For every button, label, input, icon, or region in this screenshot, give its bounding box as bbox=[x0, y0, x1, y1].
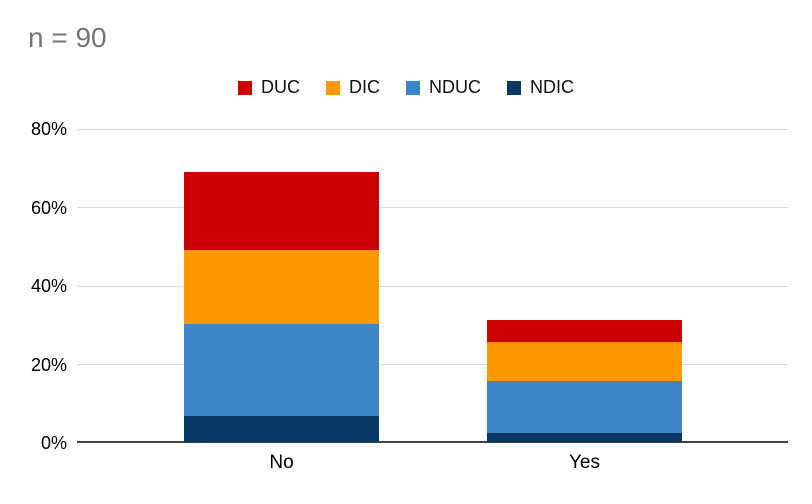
legend-label: NDIC bbox=[530, 77, 574, 97]
x-axis-line bbox=[77, 441, 788, 443]
bar-segment-yes-duc bbox=[487, 319, 682, 342]
legend-item-dic: DIC bbox=[326, 77, 380, 98]
bar-segment-yes-nduc bbox=[487, 381, 682, 434]
gridline-20% bbox=[77, 364, 788, 365]
sample-size-annotation: n = 90 bbox=[28, 22, 107, 53]
gridline-60% bbox=[77, 207, 788, 208]
bar-segment-no-nduc bbox=[184, 324, 379, 416]
legend-swatch-icon bbox=[507, 80, 521, 95]
y-axis-tick-label: 60% bbox=[30, 197, 67, 218]
legend-label: NDUC bbox=[429, 77, 481, 97]
legend-swatch-icon bbox=[238, 80, 252, 95]
legend-item-duc: DUC bbox=[238, 77, 300, 98]
legend-swatch-icon bbox=[326, 80, 340, 95]
legend-label: DUC bbox=[261, 77, 300, 97]
y-axis-tick-label: 0% bbox=[40, 433, 67, 453]
legend: DUC DIC NDUC NDIC bbox=[0, 77, 812, 98]
y-axis-tick-label: 80% bbox=[30, 119, 67, 139]
gridline-80% bbox=[77, 128, 788, 130]
bar-segment-yes-ndic bbox=[487, 433, 682, 442]
y-axis-tick-label: 40% bbox=[30, 276, 67, 296]
x-axis-category-label: Yes bbox=[569, 452, 600, 473]
bar-segment-no-ndic bbox=[184, 415, 379, 442]
legend-item-ndic: NDIC bbox=[507, 77, 574, 98]
legend-swatch-icon bbox=[406, 80, 420, 95]
legend-item-nduc: NDUC bbox=[406, 77, 481, 98]
x-axis-category-label: No bbox=[269, 452, 294, 473]
bar-segment-no-dic bbox=[184, 250, 379, 325]
legend-label: DIC bbox=[349, 77, 380, 97]
plot-area bbox=[77, 128, 788, 443]
gridline-40% bbox=[77, 285, 788, 287]
bar-segment-no-duc bbox=[184, 171, 379, 251]
y-axis-tick-label: 20% bbox=[30, 354, 67, 375]
bar-segment-yes-dic bbox=[487, 341, 682, 382]
